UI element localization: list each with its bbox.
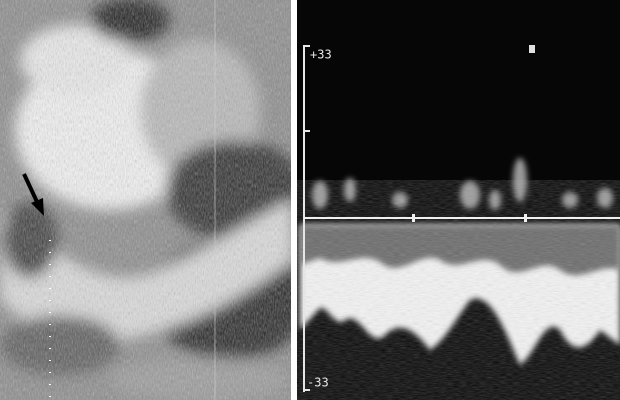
scale-bottom-label: -33 xyxy=(307,376,329,390)
doppler-panel: +33 -33 xyxy=(296,0,620,400)
scale-top-label: +33 xyxy=(310,48,332,62)
b-mode-panel xyxy=(0,0,292,400)
panel-divider xyxy=(291,0,297,400)
